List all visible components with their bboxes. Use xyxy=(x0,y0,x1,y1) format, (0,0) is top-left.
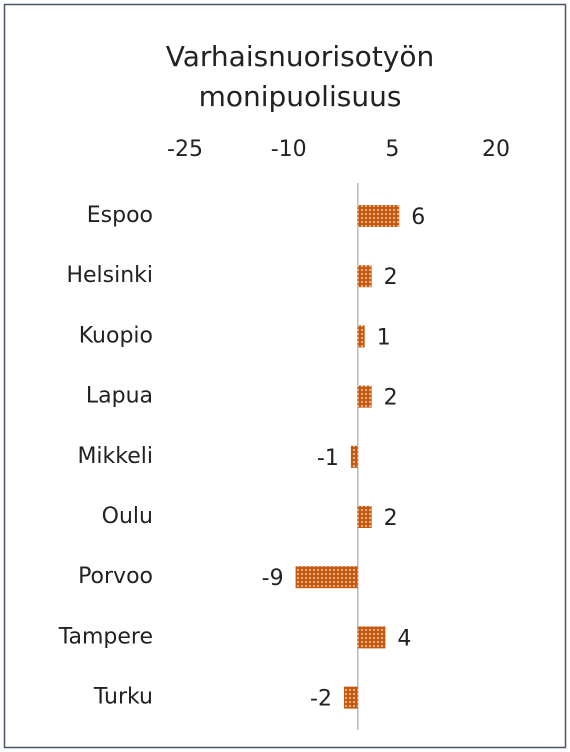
value-label: 2 xyxy=(384,386,398,411)
bar xyxy=(357,265,372,288)
y-tick-label: Turku xyxy=(93,685,153,710)
bar xyxy=(357,506,372,528)
chart-title: Varhaisnuorisotyön monipuolisuus xyxy=(166,40,435,113)
bar xyxy=(357,626,386,649)
y-tick-label: Porvoo xyxy=(78,564,153,589)
y-tick-label: Oulu xyxy=(102,504,153,529)
bar xyxy=(295,566,358,589)
bar xyxy=(350,445,358,468)
x-tick-label: 5 xyxy=(385,137,399,162)
value-label: -2 xyxy=(310,687,332,712)
bar xyxy=(357,325,365,348)
x-tick-label: -25 xyxy=(167,137,203,162)
value-label: 2 xyxy=(384,506,398,531)
y-tick-label: Lapua xyxy=(86,384,153,409)
value-label: -9 xyxy=(262,566,284,591)
y-tick-label: Tampere xyxy=(58,624,153,649)
value-label: 2 xyxy=(384,265,398,290)
y-tick-label: Espoo xyxy=(87,203,153,228)
chart-title: Varhaisnuorisotyön xyxy=(166,40,435,73)
value-label: 6 xyxy=(411,205,425,230)
y-tick-label: Kuopio xyxy=(79,323,153,348)
x-tick-label: -10 xyxy=(271,137,307,162)
bar xyxy=(357,385,372,408)
y-tick-label: Mikkeli xyxy=(77,444,153,469)
bar xyxy=(357,205,400,227)
bar xyxy=(343,686,358,709)
value-label: 1 xyxy=(377,325,391,350)
frame xyxy=(3,3,567,749)
x-tick-label: 20 xyxy=(482,137,510,162)
chart-title: monipuolisuus xyxy=(199,80,402,113)
y-tick-label: Helsinki xyxy=(66,263,153,288)
value-label: -1 xyxy=(317,446,339,471)
value-label: 4 xyxy=(397,626,411,651)
